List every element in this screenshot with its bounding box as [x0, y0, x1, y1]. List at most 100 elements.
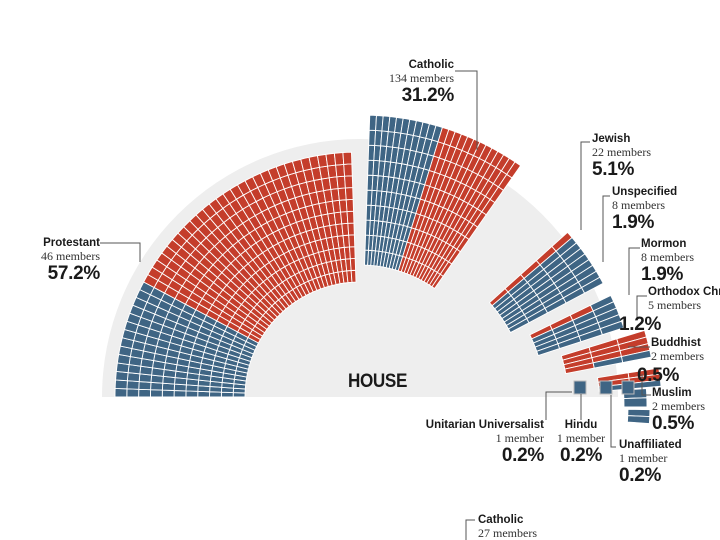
seat-protestant	[347, 222, 355, 236]
seat-protestant	[348, 234, 356, 248]
seat-protestant	[349, 257, 357, 271]
label-jewish: Jewish 22 members 5.1%	[592, 133, 651, 181]
leader-line-catholic	[455, 70, 478, 150]
seat-protestant	[161, 389, 175, 398]
seat-protestant	[344, 187, 354, 201]
seat-block-muslim	[626, 408, 651, 425]
label-mormon-percent: 1.9%	[641, 264, 684, 286]
leader-line-mormon	[628, 247, 640, 295]
label-protestant-percent: 57.2%	[47, 263, 101, 285]
seat-block-hindu	[599, 380, 613, 395]
leader-line-muslim	[641, 374, 651, 396]
seat-protestant	[138, 388, 152, 398]
label-orthodox: Orthodox Christian 5 members	[648, 286, 720, 312]
seat-protestant	[138, 381, 152, 391]
label-catholic: Catholic 134 members 31.2%	[350, 59, 454, 107]
label-catholic-name: Catholic	[408, 59, 454, 71]
seat-block-protestant	[114, 151, 357, 398]
seat-protestant	[185, 390, 199, 398]
seat-protestant	[126, 388, 140, 398]
seat-protestant	[344, 175, 354, 189]
label-orthodox-percent: 1.2%	[619, 314, 662, 335]
label-buddhist-percent-box: 0.5%	[637, 365, 679, 386]
label-unspecified-members: 8 members	[612, 197, 665, 212]
seat-block-catholic	[364, 114, 522, 290]
leader-line-unspecified	[602, 195, 610, 262]
label-next-catholic-name: Catholic	[478, 514, 524, 526]
label-next-catholic-members: 27 members	[478, 525, 537, 540]
leader-line-next-catholic	[465, 519, 475, 540]
label-unitarian-percent: 0.2%	[501, 445, 544, 467]
label-muslim-name: Muslim	[652, 387, 692, 399]
seat-protestant	[349, 246, 356, 260]
label-mormon-name: Mormon	[641, 238, 687, 250]
label-unspecified-percent: 1.9%	[612, 212, 655, 234]
leader-line-unaffiliated	[610, 395, 616, 448]
leader-line-jewish	[580, 141, 590, 230]
seat-protestant	[345, 198, 354, 213]
label-orthodox-name: Orthodox Christian	[648, 286, 720, 298]
seat-protestant	[338, 199, 348, 213]
label-protestant-members: 46 members	[41, 248, 100, 263]
label-unaffiliated: Unaffiliated 1 member 0.2%	[619, 439, 682, 487]
seat-protestant	[346, 210, 355, 224]
seat-block-jewish	[488, 231, 604, 334]
seat-mormon	[620, 349, 652, 364]
label-hindu-percent: 0.2%	[559, 445, 603, 467]
label-hindu-name: Hindu	[564, 419, 598, 431]
seat-unitarian	[573, 380, 587, 395]
seat-protestant	[149, 389, 163, 398]
seat-hindu	[599, 380, 613, 395]
seat-protestant	[126, 380, 140, 390]
seat-block-unaffiliated	[621, 380, 635, 395]
label-orthodox-members: 5 members	[648, 297, 701, 312]
label-unitarian-members: 1 member	[495, 430, 544, 445]
label-muslim-percent-box: 0.5%	[652, 413, 694, 434]
label-buddhist-members: 2 members	[651, 348, 704, 363]
label-catholic-percent: 31.2%	[401, 85, 455, 107]
seat-catholic	[506, 161, 522, 179]
seat-protestant	[173, 390, 187, 398]
label-protestant: Protestant 46 members 57.2%	[10, 237, 100, 285]
label-next-catholic: Catholic 27 members	[478, 514, 537, 540]
seat-muslim	[626, 415, 651, 425]
seat-protestant	[197, 390, 211, 398]
seat-protestant	[342, 151, 353, 165]
label-unaffiliated-percent: 0.2%	[619, 465, 662, 487]
seat-protestant	[343, 163, 353, 177]
label-orthodox-percent-box: 1.2%	[619, 314, 661, 335]
seat-protestant	[337, 187, 347, 201]
leader-line-orthodox	[636, 295, 647, 320]
label-muslim-members: 2 members	[652, 398, 705, 413]
seat-unspecified	[599, 320, 625, 336]
label-unspecified: Unspecified 8 members 1.9%	[612, 186, 677, 234]
seat-protestant	[350, 269, 357, 283]
label-unitarian-name: Unitarian Universalist	[425, 419, 544, 431]
label-unspecified-name: Unspecified	[612, 186, 678, 198]
label-buddhist: Buddhist 2 members	[651, 337, 704, 363]
label-unaffiliated-members: 1 member	[619, 450, 668, 465]
label-muslim-percent: 0.5%	[652, 413, 695, 434]
seat-protestant	[150, 381, 164, 391]
label-protestant-name: Protestant	[43, 237, 100, 249]
label-jewish-percent: 5.1%	[592, 159, 635, 181]
seat-protestant	[114, 379, 128, 390]
seat-protestant	[114, 387, 128, 398]
label-buddhist-percent: 0.5%	[637, 365, 680, 386]
label-buddhist-name: Buddhist	[651, 337, 701, 349]
seat-block-buddhist	[622, 388, 648, 408]
seat-protestant	[335, 163, 346, 178]
seat-block-unitarian	[573, 380, 587, 395]
label-catholic-members: 134 members	[389, 70, 454, 85]
label-mormon-members: 8 members	[641, 249, 694, 264]
label-unaffiliated-name: Unaffiliated	[619, 439, 682, 451]
seat-jewish	[580, 276, 604, 294]
seat-buddhist	[623, 397, 648, 408]
seat-block-unspecified	[529, 294, 625, 357]
label-hindu-members: 1 member	[556, 430, 606, 445]
label-unitarian: Unitarian Universalist 1 member 0.2%	[400, 419, 545, 467]
leader-line-protestant	[100, 242, 141, 262]
leader-line-unitarian	[545, 391, 572, 420]
label-jewish-name: Jewish	[592, 133, 631, 145]
